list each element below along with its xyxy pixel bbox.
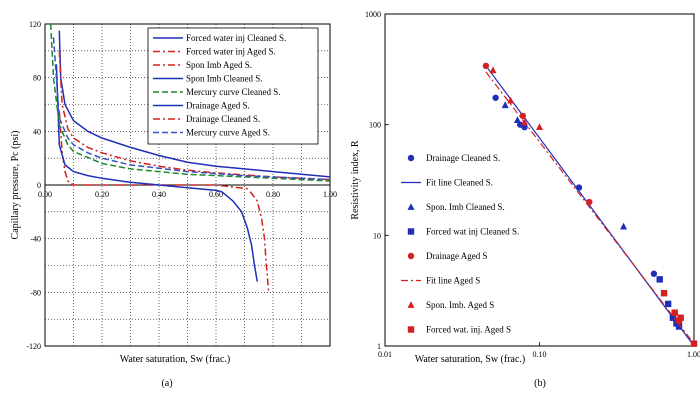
y-tick-label-a: 120 bbox=[29, 20, 41, 29]
panel-b: 0.01 0.10 1.00 1000 100 10 1 Drainage Cleaned … bbox=[350, 10, 700, 389]
y-tick-label-a: 80 bbox=[33, 74, 41, 83]
legend-swatch bbox=[407, 203, 415, 210]
x-tick-label-a: 0.60 bbox=[209, 190, 223, 199]
x-tick-label-b: 1.00 bbox=[687, 350, 700, 359]
data-point bbox=[671, 309, 678, 316]
data-point bbox=[620, 222, 628, 230]
fit-line bbox=[485, 71, 695, 345]
series-line bbox=[49, 23, 331, 182]
y-tick-label-b: 1 bbox=[377, 342, 381, 351]
series-line bbox=[52, 37, 331, 181]
panel-label-b: (b) bbox=[534, 378, 546, 389]
x-tick-label-b: 0.01 bbox=[378, 350, 392, 359]
series-line bbox=[58, 30, 331, 178]
x-tick-label-b: 0.10 bbox=[533, 350, 547, 359]
data-point bbox=[521, 118, 528, 126]
data-point bbox=[489, 66, 497, 74]
y-tick-label-a: -80 bbox=[30, 288, 41, 297]
legend-swatch bbox=[407, 301, 415, 308]
data-point bbox=[650, 270, 658, 277]
data-point bbox=[492, 94, 499, 101]
data-point bbox=[513, 116, 521, 123]
x-tick-label-a: 0.80 bbox=[266, 190, 280, 199]
x-axis-label-b: Water saturation, Sw (frac.) bbox=[415, 354, 526, 365]
panel-label-a: (a) bbox=[161, 378, 172, 389]
x-axis-label-a: Water saturation, Sw (frac.) bbox=[120, 354, 231, 365]
panel-a: 0.00 0.20 0.40 0.60 0.80 1.00 120 80 40 0 -40 -80 -1… bbox=[10, 20, 337, 389]
y-tick-label-a: -40 bbox=[30, 235, 41, 244]
data-point bbox=[675, 323, 683, 330]
legend-swatch bbox=[407, 154, 415, 162]
series-line bbox=[55, 64, 222, 193]
data-point bbox=[507, 96, 515, 104]
data-point bbox=[482, 62, 490, 70]
y-tick-label-b: 10 bbox=[373, 231, 381, 240]
y-tick-label-a: -120 bbox=[26, 342, 41, 351]
plot-area-b bbox=[384, 13, 695, 347]
legend-entry: Fit line Aged S bbox=[426, 276, 480, 286]
legend-entry: Spon Imb Cleaned S. bbox=[186, 74, 263, 84]
y-tick-label-a: 0 bbox=[37, 181, 41, 190]
legend-swatch bbox=[407, 326, 415, 333]
legend-b: Drainage Cleaned S. Fit line Cleaned S. Sp… bbox=[401, 153, 519, 335]
data-point bbox=[501, 101, 509, 109]
y-tick-label-b: 1000 bbox=[365, 10, 381, 19]
series-a bbox=[49, 23, 331, 293]
legend-entry: Forced wat inj Cleaned S. bbox=[426, 227, 519, 237]
series-line bbox=[221, 191, 259, 282]
legend-swatch bbox=[407, 252, 415, 260]
data-point bbox=[656, 276, 663, 283]
legend-entry: Mercury curve Cleaned S. bbox=[186, 87, 280, 97]
series-b bbox=[482, 62, 698, 347]
data-point bbox=[677, 314, 684, 321]
legend-entry: Spon. Imb. Aged S bbox=[426, 300, 494, 310]
data-point bbox=[586, 198, 593, 206]
series-line bbox=[249, 191, 270, 293]
legend-entry: Spon. Imb Cleaned S. bbox=[426, 202, 505, 212]
data-point bbox=[669, 314, 677, 321]
legend-entry: Forced water inj Cleaned S. bbox=[186, 33, 286, 43]
x-tick-label-a: 0.40 bbox=[152, 190, 166, 199]
y-axis-label-b: Resistivity index, R bbox=[350, 140, 361, 220]
legend-entry: Drainage Cleaned S. bbox=[426, 153, 500, 163]
x-tick-label-a: 1.00 bbox=[323, 190, 337, 199]
ticks-a: 0.00 0.20 0.40 0.60 0.80 1.00 120 80 40 0 -40 -80 -1… bbox=[26, 20, 337, 351]
legend-entry: Forced water inj Aged S. bbox=[186, 47, 276, 57]
data-point bbox=[690, 340, 698, 347]
x-tick-label-a: 0.20 bbox=[95, 190, 109, 199]
legend-entry: Fit line Cleaned S. bbox=[426, 178, 493, 188]
data-point bbox=[536, 123, 543, 130]
legend-entry: Drainage Cleaned S. bbox=[186, 114, 260, 124]
legend-entry: Forced wat. inj. Aged S bbox=[426, 325, 511, 335]
legend-a: Forced water inj Cleaned S. Forced water … bbox=[147, 27, 319, 145]
legend-box-a bbox=[147, 27, 319, 145]
y-axis-label-a: Capillary pressure, Pc (psi) bbox=[10, 131, 21, 240]
legend-entry: Drainage Aged S. bbox=[186, 101, 250, 111]
legend-entry: Spon Imb Aged S. bbox=[186, 60, 252, 70]
legend-entry: Mercury curve Aged S. bbox=[186, 128, 270, 138]
series-line bbox=[58, 50, 331, 181]
y-tick-label-b: 100 bbox=[369, 121, 381, 130]
legend-entry: Drainage Aged S bbox=[426, 251, 487, 261]
y-tick-label-a: 40 bbox=[33, 127, 41, 136]
x-tick-label-a: 0.00 bbox=[38, 190, 52, 199]
data-point bbox=[664, 300, 672, 308]
data-point bbox=[519, 112, 527, 120]
data-point bbox=[660, 289, 668, 297]
data-point bbox=[521, 123, 528, 131]
legend-swatch bbox=[407, 228, 415, 235]
